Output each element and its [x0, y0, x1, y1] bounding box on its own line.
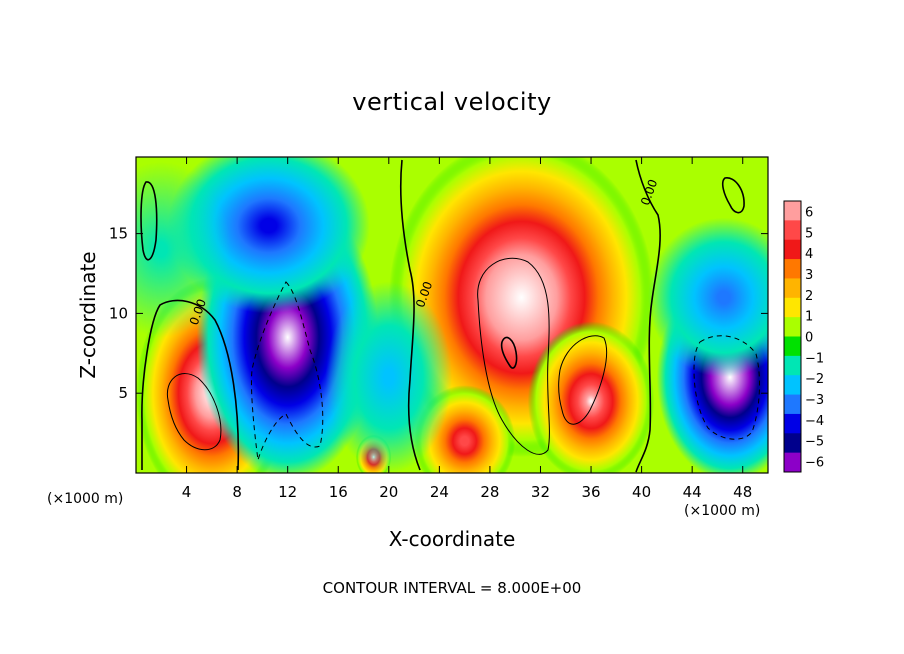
colorbar-swatch	[784, 278, 801, 299]
contour-lines	[140, 159, 760, 473]
x-unit-label-right: (×1000 m)	[684, 503, 761, 519]
contour-right-lobe	[558, 335, 608, 425]
colorbar-swatch	[784, 394, 801, 415]
field-feature-negative	[325, 281, 452, 473]
chart-title: vertical velocity	[352, 88, 552, 116]
contour-right-core	[477, 257, 550, 455]
x-tick-label: 28	[480, 483, 499, 501]
y-tick-label: 5	[118, 384, 128, 402]
colorbar-tick-label: 6	[805, 205, 813, 220]
colorbar-tick-label: −2	[805, 372, 824, 387]
x-tick-label: 8	[232, 483, 242, 501]
colorbar-swatch	[784, 239, 801, 260]
zero-contour-left-cell	[141, 299, 240, 471]
colorbar-frame	[783, 200, 802, 473]
contour-negative-left	[250, 281, 324, 461]
x-axis-ticks: 4 8 12 16 20 24 28 32 36 40 44 48	[182, 157, 752, 501]
colorbar-swatch	[784, 355, 801, 376]
y-tick-label: 10	[109, 304, 128, 322]
x-tick-label: 24	[430, 483, 449, 501]
x-tick-label: 12	[278, 483, 297, 501]
contour-right-inner	[500, 336, 518, 369]
field-feature-negative	[136, 161, 231, 338]
colorbar-tick-label: 4	[805, 247, 813, 262]
colorbar-tick-label: −3	[805, 393, 824, 408]
x-tick-label: 32	[531, 483, 550, 501]
x-tick-label: 44	[683, 483, 702, 501]
contour-left-core	[166, 373, 222, 451]
colorbar-tick-label: −1	[805, 351, 824, 366]
zero-contour-right	[635, 159, 661, 473]
zero-contour-top-left	[140, 181, 158, 261]
field-feature-positive	[527, 321, 655, 473]
colorbar-tick-label: 5	[805, 226, 813, 241]
colorbar-swatch	[784, 220, 801, 241]
contour-interval-note: CONTOUR INTERVAL = 8.000E+00	[322, 579, 582, 597]
colorbar-swatch	[784, 375, 801, 396]
y-tick-label: 15	[109, 225, 128, 243]
colorbar-tick-label: 3	[805, 268, 813, 283]
colorbar-swatch	[784, 259, 801, 279]
x-tick-label: 20	[379, 483, 398, 501]
x-tick-label: 4	[182, 483, 192, 501]
colorbar-swatch	[784, 297, 801, 318]
colorbar-swatch	[784, 413, 801, 434]
colorbar-tick-label: 0	[805, 331, 813, 346]
x-tick-label: 48	[733, 483, 752, 501]
colorbar-swatch	[784, 433, 801, 454]
plot-frame	[135, 156, 769, 474]
colorbar-swatch	[784, 452, 801, 473]
y-axis-ticks: 5 10 15	[109, 225, 768, 402]
x-unit-label-left: (×1000 m)	[47, 491, 124, 507]
colorbar-tick-label: −5	[805, 435, 824, 450]
colorbar-swatch	[784, 336, 801, 357]
x-tick-label: 16	[329, 483, 348, 501]
x-axis-label: X-coordinate	[388, 527, 516, 551]
colorbar-tick-label: −6	[805, 456, 824, 471]
contour-negative-right	[693, 335, 760, 440]
colorbar-tick-label: −4	[805, 414, 824, 429]
zero-contour-top-right	[722, 177, 745, 214]
colorbar-tick-label: 1	[805, 310, 813, 325]
colorbar-swatch	[784, 317, 801, 337]
colorbar-swatch	[784, 201, 801, 221]
velocity-field	[136, 157, 768, 473]
zero-contour-mid	[399, 159, 421, 471]
field-feature-negative	[647, 217, 768, 378]
colorbar: 6 5 4 3 2 1 0 −1 −2 −3 −4 −5 −6	[783, 200, 824, 473]
colorbar-tick-label: 2	[805, 289, 813, 304]
x-tick-label: 36	[581, 483, 600, 501]
x-tick-label: 40	[632, 483, 651, 501]
